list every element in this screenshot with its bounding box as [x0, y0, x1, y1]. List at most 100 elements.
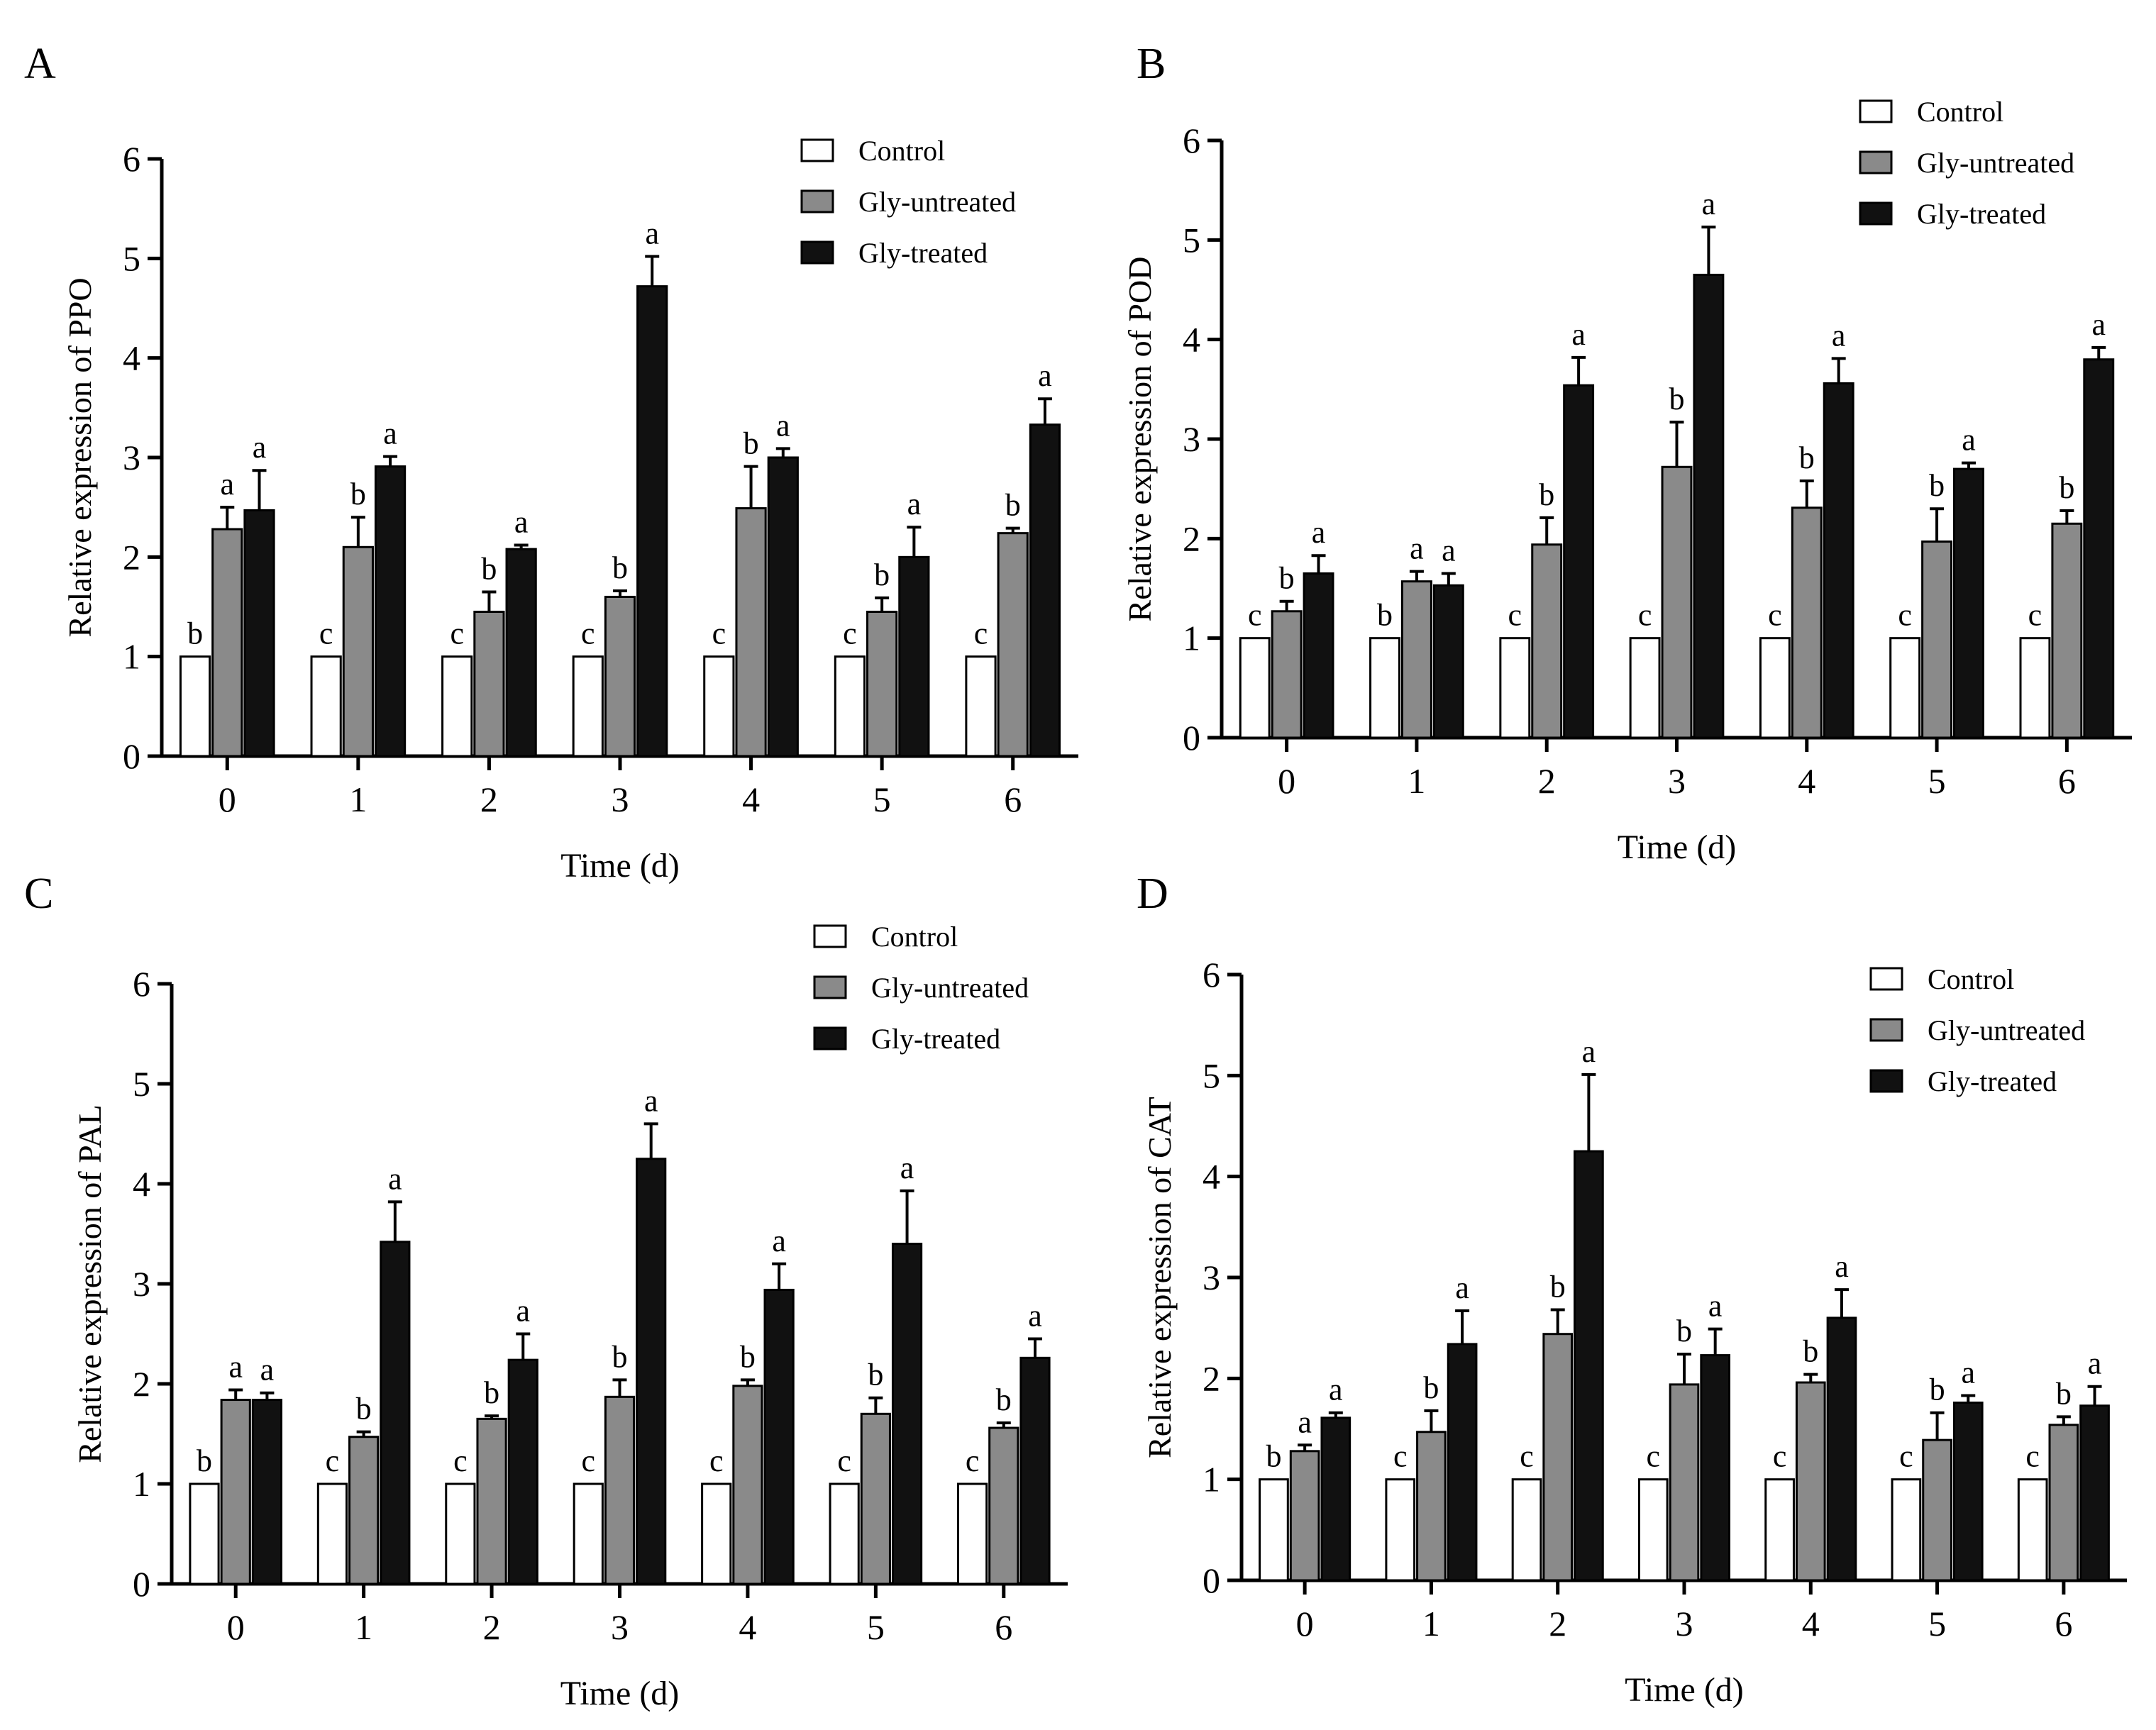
significance-letter: c — [1520, 1439, 1534, 1474]
significance-letter: c — [712, 616, 726, 651]
y-tick-label: 2 — [1183, 519, 1200, 558]
significance-letter: c — [1638, 598, 1652, 633]
y-tick-label: 5 — [133, 1064, 150, 1104]
significance-letter: b — [484, 1375, 499, 1410]
significance-letter: a — [228, 1349, 243, 1384]
x-tick-label: 1 — [1422, 1604, 1440, 1643]
legend-label: Gly-untreated — [858, 186, 1016, 218]
significance-letter: b — [1669, 382, 1685, 416]
bar-control — [179, 655, 211, 758]
significance-letter: b — [743, 426, 759, 461]
bar-control — [1239, 637, 1271, 739]
y-axis-title: Relative expression of PAL — [72, 1104, 108, 1463]
x-tick-label: 3 — [1676, 1604, 1693, 1643]
x-axis-title: Time (d) — [560, 1675, 680, 1712]
significance-letter: a — [1442, 533, 1456, 567]
bar-control — [445, 1482, 476, 1585]
significance-letter: c — [837, 1443, 851, 1478]
y-tick-label: 3 — [133, 1264, 150, 1304]
bar-control — [1891, 1478, 1922, 1582]
bar-control — [1259, 1478, 1289, 1582]
bar-gly-untreated — [211, 528, 243, 758]
significance-letter: b — [2059, 470, 2074, 505]
significance-letter: b — [996, 1382, 1012, 1417]
x-tick-label: 6 — [2055, 1604, 2072, 1643]
y-tick-label: 1 — [1183, 619, 1200, 658]
significance-letter: c — [453, 1443, 468, 1478]
legend-label: Control — [858, 135, 945, 167]
legend-label: Gly-untreated — [871, 972, 1029, 1004]
significance-letter: a — [253, 430, 267, 465]
significance-letter: b — [1005, 488, 1021, 523]
bar-gly-untreated — [348, 1436, 380, 1585]
significance-letter: c — [1647, 1439, 1661, 1474]
bar-control — [1764, 1478, 1795, 1582]
bar-control — [703, 655, 735, 758]
significance-letter: a — [1832, 318, 1846, 353]
bar-control — [441, 655, 473, 758]
bar-gly-treated — [1693, 273, 1725, 739]
y-tick-label: 0 — [1203, 1560, 1220, 1600]
x-axis-title: Time (d) — [1618, 828, 1737, 866]
x-tick-label: 5 — [867, 1607, 885, 1647]
significance-letter: a — [383, 416, 397, 451]
panel-label: B — [1137, 40, 1166, 88]
significance-letter: a — [644, 1083, 658, 1118]
bar-gly-treated — [1432, 584, 1464, 739]
significance-letter: b — [1803, 1334, 1818, 1369]
bar-control — [829, 1482, 860, 1585]
x-tick-label: 3 — [1668, 761, 1686, 801]
legend-label: Gly-untreated — [1928, 1014, 2085, 1046]
significance-letter: c — [1898, 598, 1912, 633]
y-tick-label: 6 — [1183, 121, 1200, 160]
x-tick-label: 1 — [1408, 761, 1425, 801]
panel-label: D — [1137, 870, 1168, 918]
significance-letter: c — [581, 616, 595, 651]
significance-letter: b — [197, 1443, 212, 1478]
significance-letter: b — [1539, 477, 1554, 512]
y-tick-label: 5 — [1203, 1055, 1220, 1095]
significance-letter: a — [1961, 1355, 1975, 1390]
bar-gly-treated — [1447, 1343, 1478, 1582]
bar-gly-treated — [1953, 467, 1984, 739]
bar-gly-treated — [1029, 423, 1061, 758]
bar-control — [189, 1482, 220, 1585]
x-tick-label: 2 — [1538, 761, 1556, 801]
bar-gly-untreated — [220, 1399, 251, 1585]
x-tick-label: 4 — [739, 1607, 756, 1647]
significance-letter: b — [874, 558, 890, 592]
legend-swatch — [813, 1026, 847, 1050]
legend-swatch — [813, 975, 847, 999]
bar-gly-treated — [1019, 1356, 1051, 1585]
legend-swatch — [1869, 1018, 1903, 1042]
bar-control — [1385, 1478, 1416, 1582]
bar-gly-treated — [505, 548, 537, 758]
x-tick-label: 3 — [611, 1607, 629, 1647]
panel-label: C — [24, 870, 53, 918]
y-tick-label: 6 — [1203, 955, 1220, 994]
bar-gly-treated — [1826, 1316, 1857, 1582]
bar-control — [1511, 1478, 1542, 1582]
bar-gly-untreated — [735, 507, 767, 758]
y-tick-label: 1 — [123, 637, 140, 677]
bar-control — [573, 1482, 604, 1585]
significance-letter: b — [1377, 598, 1393, 633]
bar-gly-treated — [767, 456, 799, 758]
legend-label: Gly-untreated — [1917, 147, 2074, 179]
y-tick-label: 1 — [1203, 1460, 1220, 1499]
significance-letter: a — [645, 216, 659, 251]
bar-control — [310, 655, 342, 758]
bar-gly-untreated — [1531, 543, 1563, 739]
significance-letter: b — [2056, 1376, 2072, 1411]
bar-gly-untreated — [2048, 1424, 2079, 1582]
legend-swatch — [800, 138, 834, 162]
y-tick-label: 2 — [1203, 1358, 1220, 1398]
legend-label: Gly-treated — [858, 237, 988, 269]
significance-letter: a — [260, 1353, 275, 1387]
significance-letter: a — [772, 1224, 786, 1258]
y-tick-label: 5 — [1183, 220, 1200, 260]
bar-gly-treated — [507, 1358, 538, 1585]
significance-letter: b — [1799, 440, 1815, 475]
significance-letter: b — [1550, 1270, 1566, 1304]
bar-gly-untreated — [866, 611, 898, 758]
